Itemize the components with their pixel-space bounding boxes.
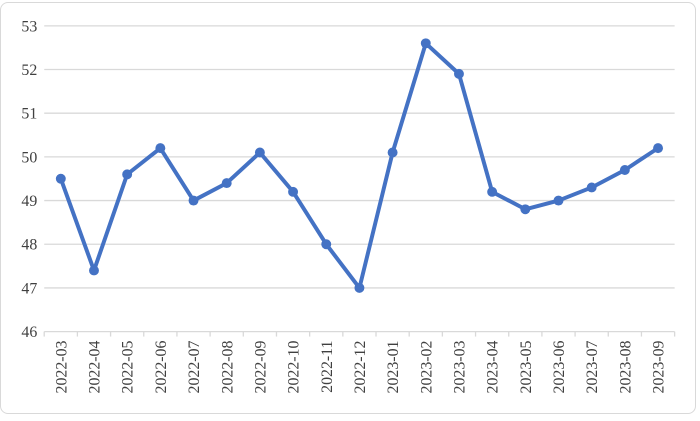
- y-axis-tick-label: 48: [21, 237, 37, 254]
- x-axis-tick-label: 2023-04: [485, 340, 502, 393]
- x-axis-tick-label: 2023-08: [617, 340, 634, 393]
- data-point: [553, 195, 564, 206]
- x-axis-tick-label: 2022-03: [53, 340, 70, 393]
- y-axis-tick-label: 52: [21, 62, 37, 79]
- x-axis-tick-label: 2023-07: [584, 340, 601, 393]
- x-axis-tick-label: 2022-08: [219, 340, 236, 393]
- y-axis-tick-label: 49: [21, 193, 37, 210]
- data-point: [188, 195, 199, 206]
- x-axis-tick-label: 2022-07: [186, 340, 203, 393]
- data-point: [288, 186, 299, 197]
- y-axis-tick-label: 53: [21, 18, 37, 35]
- x-axis-tick-label: 2022-12: [352, 340, 369, 393]
- x-axis-tick-label: 2023-02: [418, 340, 435, 393]
- x-axis-tick-label: 2022-11: [319, 341, 336, 393]
- x-axis-tick-label: 2022-06: [153, 340, 170, 393]
- x-axis-tick-label: 2022-04: [87, 340, 104, 393]
- data-point: [122, 169, 133, 180]
- data-point: [155, 143, 166, 154]
- chart-card: 46 47 48 49 50 51 52 53 2022-03 2022-04 2022-05 202…: [0, 2, 696, 414]
- x-axis-tick-label: 2023-09: [651, 340, 668, 393]
- x-axis-tick-label: 2022-09: [252, 340, 269, 393]
- data-point: [487, 186, 498, 197]
- y-axis-tick-label: 50: [21, 149, 37, 166]
- data-point: [520, 204, 531, 215]
- x-axis-tick-label: 2023-05: [518, 340, 535, 393]
- x-axis-tick-label: 2023-06: [551, 340, 568, 393]
- data-point: [619, 165, 630, 175]
- pmi-line-chart: 46 47 48 49 50 51 52 53 2022-03 2022-04 2022-05 202…: [21, 18, 676, 394]
- data-line: [58, 41, 661, 290]
- data-point: [221, 178, 232, 189]
- data-point: [653, 143, 664, 154]
- data-point: [55, 173, 66, 184]
- data-point: [89, 265, 99, 276]
- data-point: [420, 38, 431, 49]
- y-axis-tick-label: 47: [21, 280, 37, 297]
- data-point: [453, 68, 464, 79]
- x-axis-tick-label: 2023-03: [452, 340, 469, 393]
- data-point: [586, 182, 597, 193]
- data-point: [254, 147, 265, 158]
- data-point: [387, 147, 398, 158]
- data-point: [321, 239, 332, 250]
- y-axis-tick-label: 46: [21, 324, 37, 341]
- data-point: [354, 282, 365, 293]
- x-axis-tick-label: 2022-10: [286, 340, 303, 393]
- x-axis-tick-label: 2022-05: [120, 340, 137, 393]
- y-axis-tick-label: 51: [21, 106, 37, 123]
- x-axis-tick-label: 2023-01: [385, 341, 402, 394]
